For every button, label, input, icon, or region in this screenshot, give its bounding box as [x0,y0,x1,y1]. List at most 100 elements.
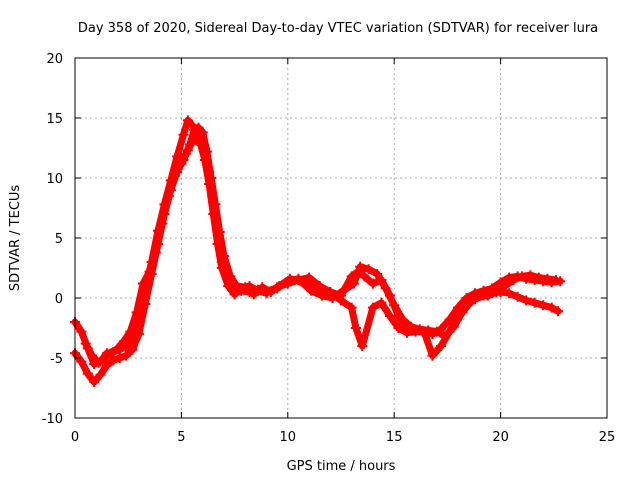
data-point [210,199,221,210]
data-point [170,170,181,181]
data-point [118,336,129,347]
x-tick-label: 25 [599,430,616,445]
data-point [108,355,119,366]
series-layer [70,115,566,387]
data-point [397,314,408,325]
data-point [80,338,91,349]
data-point [521,295,532,306]
data-point [76,356,87,367]
data-point [504,288,515,299]
data-point [197,127,208,138]
data-point [295,276,306,287]
data-point [214,227,225,237]
data-point [231,281,242,291]
y-tick-label: 20 [46,52,63,67]
data-point [127,344,138,355]
data-point [327,293,338,303]
y-tick-label: 0 [55,292,63,307]
data-point [529,297,540,308]
data-point [465,296,476,307]
data-point [431,326,442,337]
data-point [274,281,285,291]
data-point [99,353,110,363]
data-point [550,275,561,285]
data-point [206,173,217,183]
data-point [363,264,374,275]
data-point [218,251,229,261]
data-point [357,341,368,351]
data-point [131,307,142,318]
data-point [499,281,510,291]
data-point [533,272,544,283]
chart-title: Day 358 of 2020, Sidereal Day-to-day VTE… [78,21,598,36]
data-point [491,287,502,297]
data-point [423,325,434,336]
y-tick-label: 5 [55,232,63,247]
data-point [225,271,236,282]
x-tick-label: 15 [386,430,403,445]
data-point [482,290,493,301]
data-point [346,302,357,313]
data-point [406,321,417,332]
x-tick-label: 5 [177,430,185,445]
data-point [393,323,404,333]
data-point [101,360,112,371]
data-point [380,283,391,294]
y-tick-label: 10 [46,172,63,187]
y-tick-label: -10 [42,412,63,427]
data-point [316,290,327,301]
data-point [384,311,395,321]
data-point [348,278,359,289]
data-point [508,275,519,285]
data-point [538,300,549,311]
data-point [525,270,536,281]
data-point [376,297,387,308]
data-point [414,324,425,335]
data-point [106,348,117,359]
data-point [240,282,251,293]
data-point [367,302,378,313]
data-point [163,191,174,201]
y-tick-label: -5 [50,352,63,367]
x-axis-title: GPS time / hours [287,459,396,474]
data-point [306,285,317,296]
x-tick-label: 0 [71,430,79,445]
data-point [138,278,149,289]
data-point [440,331,451,342]
data-point [546,302,557,313]
data-point [367,278,378,289]
series-track-c [80,122,561,368]
series-line [82,124,560,367]
data-point [180,149,191,159]
data-point [93,357,104,368]
data-point [457,307,468,318]
x-tick-label: 20 [492,430,509,445]
data-point [265,287,276,297]
data-point [76,326,87,337]
data-point [95,369,106,380]
data-point [350,323,361,333]
data-point [474,290,485,301]
data-point [553,306,564,317]
data-point [82,368,93,379]
data-point [436,341,447,351]
data-point [184,139,195,150]
data-point [125,326,136,337]
data-point [201,146,212,157]
data-point [359,271,370,282]
data-point [87,350,98,361]
data-point [112,343,123,354]
data-point [355,261,366,272]
data-point [516,271,527,282]
data-point [178,129,189,140]
data-point [542,273,553,284]
data-point [284,273,295,284]
data-point [338,285,349,296]
ticks: 0 5 10 15 20 25 -10 -5 0 5 10 15 20 [42,52,616,445]
data-point [172,151,183,162]
data-point [157,218,168,229]
y-tick-label: 15 [46,112,63,127]
data-point [150,247,161,258]
